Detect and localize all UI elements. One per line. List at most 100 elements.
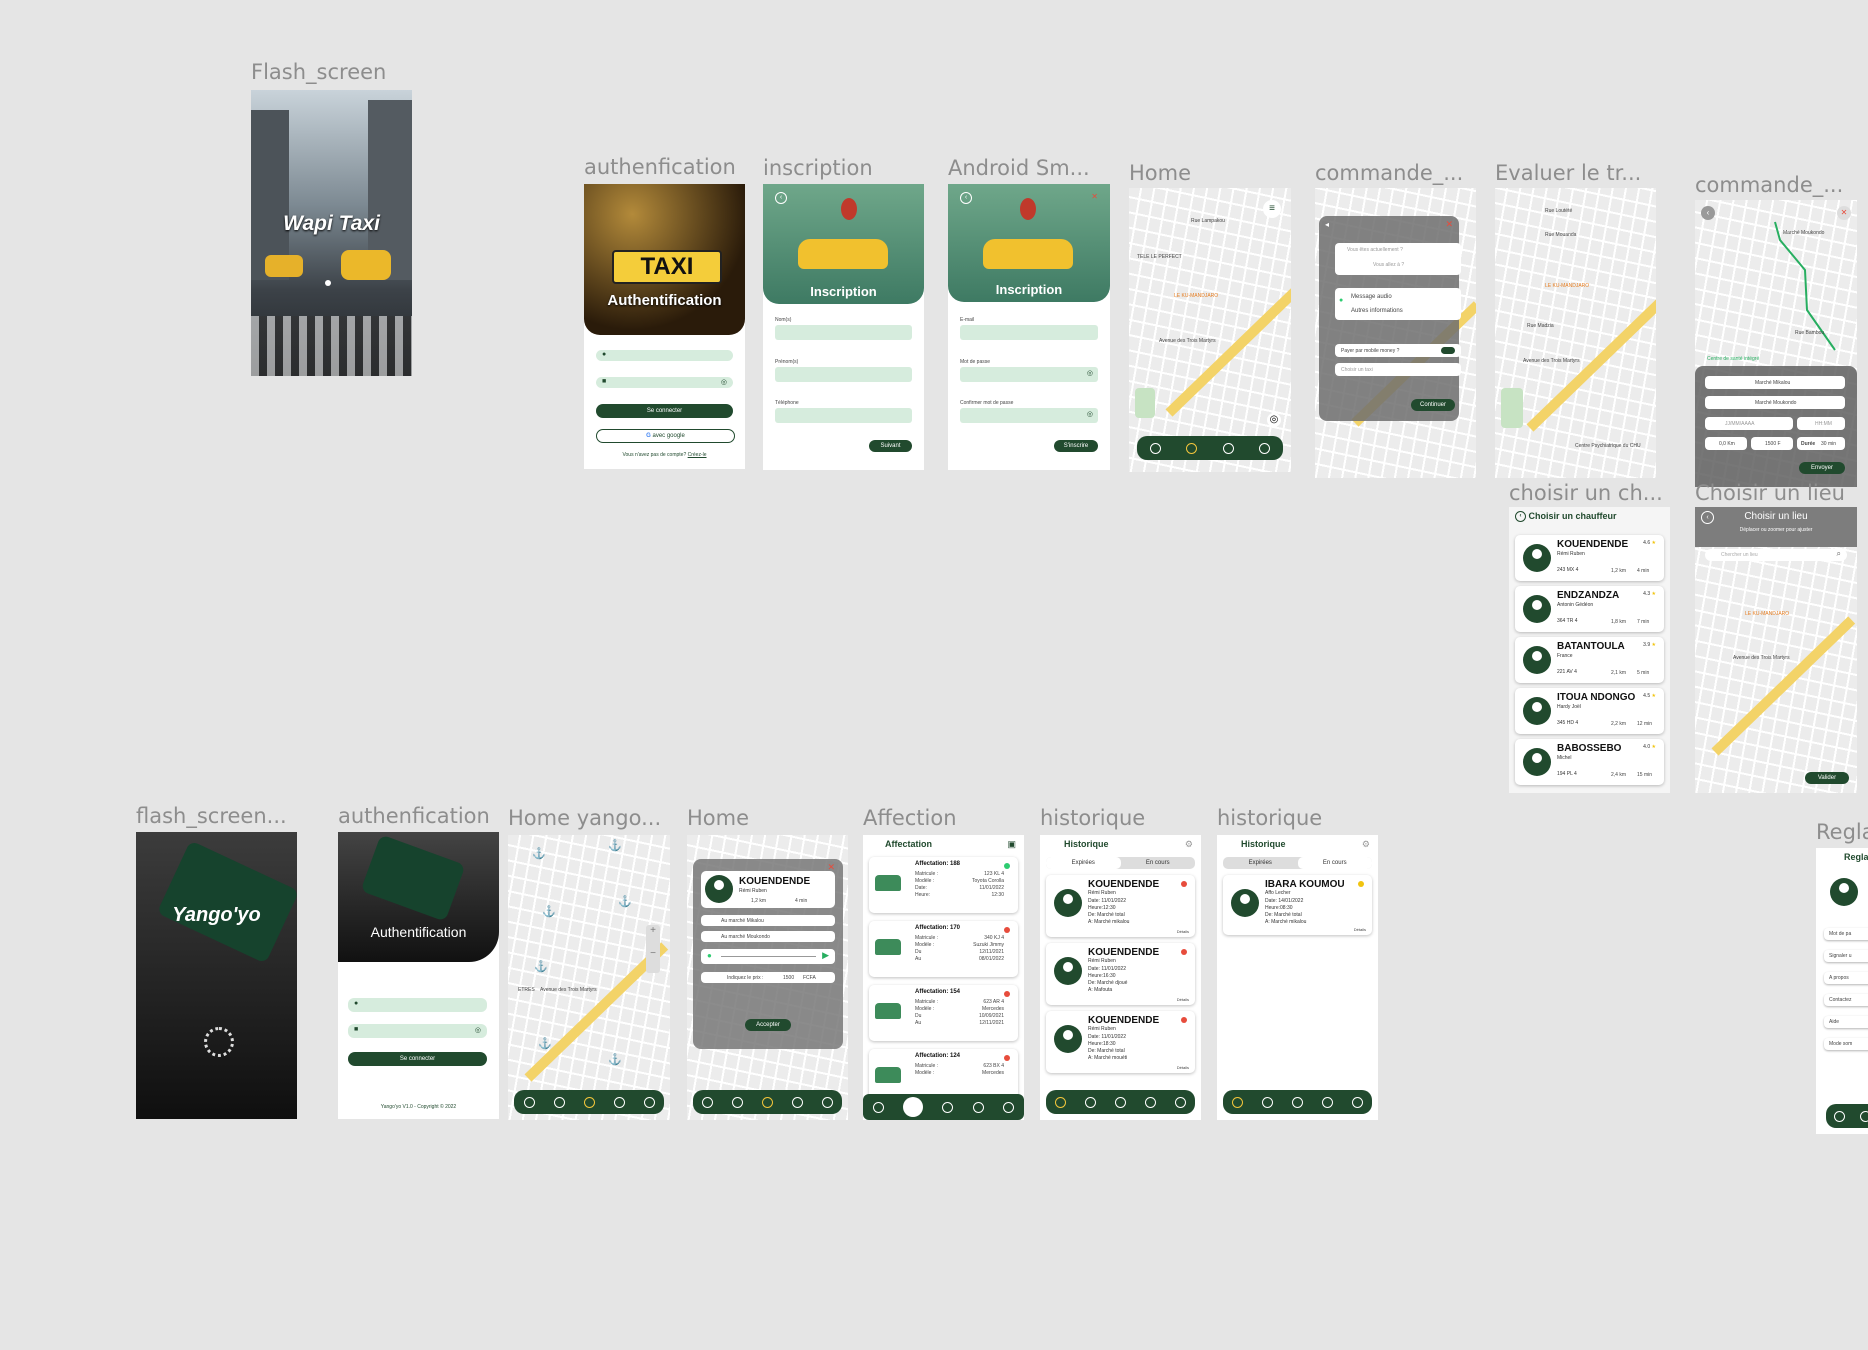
destination-field[interactable]: Vous allez à ? — [1373, 262, 1405, 268]
history-icon[interactable] — [1232, 1096, 1244, 1108]
send-button[interactable]: Envoyer — [1799, 462, 1845, 474]
zoom-control[interactable]: + − — [646, 925, 660, 973]
notification-icon[interactable] — [791, 1096, 803, 1108]
affectation-nav-icon[interactable] — [1859, 1110, 1868, 1122]
home-nav-icon[interactable] — [761, 1096, 773, 1108]
audio-player[interactable]: ● ▶ — [701, 949, 835, 964]
route-card[interactable]: Vous êtes actuellement ? Vous allez à ? — [1335, 243, 1461, 275]
audio-card[interactable]: Message audio Autres informations ● — [1335, 288, 1461, 320]
settings-icon[interactable] — [1259, 442, 1271, 454]
taxi-marker-icon[interactable] — [608, 1053, 622, 1066]
history-icon[interactable] — [1833, 1110, 1845, 1122]
history-icon[interactable] — [523, 1096, 535, 1108]
history-item[interactable]: KOUENDENDE Rémi Ruben Date: 11/01/2022 Heur… — [1046, 943, 1195, 1005]
settings-icon[interactable] — [1174, 1096, 1186, 1108]
home-nav-icon[interactable] — [942, 1101, 954, 1113]
affectation-nav-icon[interactable] — [903, 1097, 924, 1117]
settings-icon[interactable] — [1003, 1101, 1015, 1113]
affectation-item[interactable]: Affectation: 170 Matricule : Modèle : Du Au 3… — [869, 921, 1018, 977]
tab-expired[interactable]: Expirées — [1248, 860, 1272, 866]
tab-ongoing[interactable]: En cours — [1145, 860, 1170, 866]
affectation-nav-icon[interactable] — [1085, 1096, 1097, 1108]
password-input[interactable]: ■ ◎ — [596, 377, 733, 388]
home-nav-icon[interactable] — [583, 1096, 595, 1108]
locate-me-icon[interactable]: ◎ — [1267, 413, 1281, 427]
username-input[interactable]: ● — [348, 998, 487, 1012]
close-icon[interactable]: ✕ — [827, 862, 835, 872]
login-button[interactable]: Se connecter — [596, 404, 733, 418]
email-input[interactable] — [960, 325, 1098, 340]
driver-row[interactable]: ENDZANDZA Antonin Gédéon 364 TR 4 4.3 ★ 1,8 … — [1515, 586, 1664, 632]
settings-gear-icon[interactable]: ⚙ — [1184, 839, 1193, 849]
notification-icon[interactable] — [1321, 1096, 1333, 1108]
signup-button[interactable]: S'inscrire — [1054, 440, 1098, 452]
time-field[interactable]: HH:MM — [1797, 417, 1845, 430]
lastname-input[interactable] — [775, 325, 912, 340]
affectation-item[interactable]: Affectation: 188 Matricule : Modèle : Date:… — [869, 857, 1018, 913]
home-nav-icon[interactable] — [1291, 1096, 1303, 1108]
settings-item[interactable]: Aide — [1824, 1016, 1868, 1028]
microphone-icon[interactable]: ● — [1339, 297, 1344, 304]
dropoff-field[interactable]: Au marché Moukondo — [701, 931, 835, 942]
taxi-marker-icon[interactable] — [532, 847, 546, 860]
price-input[interactable]: Indiquez le prix : 1500 FCFA — [701, 972, 835, 983]
taxi-marker-icon[interactable] — [538, 1037, 552, 1050]
eye-off-icon[interactable]: ◎ — [1086, 370, 1093, 377]
validate-button[interactable]: Valider — [1805, 772, 1849, 784]
current-location-field[interactable]: Vous êtes actuellement ? — [1347, 247, 1403, 253]
back-icon[interactable]: ‹ — [1701, 206, 1715, 220]
next-button[interactable]: Suivant — [869, 440, 912, 452]
tab-expired[interactable]: Expirées — [1046, 857, 1121, 869]
affectation-nav-icon[interactable] — [732, 1096, 744, 1108]
history-icon[interactable] — [702, 1096, 714, 1108]
driver-row[interactable]: BABOSSEBO Michel 194 PL 4 4.0 ★ 2,4 km 15 min — [1515, 739, 1664, 785]
driver-row[interactable]: BATANTOULA France 221 AV 4 3.9 ★ 2,1 km 5 min — [1515, 637, 1664, 683]
settings-item[interactable]: Contactez — [1824, 994, 1868, 1006]
notification-icon[interactable] — [613, 1096, 625, 1108]
settings-item[interactable]: A propos — [1824, 972, 1868, 984]
dropoff-field[interactable]: Marché Moukondo — [1705, 396, 1845, 409]
back-icon[interactable]: ◂ — [1325, 220, 1330, 229]
google-login-button[interactable]: G avec google — [596, 429, 735, 443]
menu-icon[interactable]: ≡ — [1263, 200, 1281, 218]
close-icon[interactable]: ✕ — [1445, 219, 1453, 229]
eye-off-icon[interactable]: ◎ — [1086, 411, 1093, 418]
firstname-input[interactable] — [775, 367, 912, 382]
driver-row[interactable]: ITOUA NDONGO Hardy Joël 345 HD 4 4.5 ★ 2,2 k… — [1515, 688, 1664, 734]
eye-off-icon[interactable]: ◎ — [474, 1027, 481, 1034]
settings-gear-icon[interactable]: ⚙ — [1361, 839, 1370, 849]
choose-taxi-row[interactable]: Choisir un taxi — [1335, 363, 1461, 376]
mobile-money-toggle[interactable] — [1441, 347, 1455, 354]
history-item[interactable]: IBARA KOUMOU Affo Lecher Date: 14/01/202… — [1223, 875, 1372, 935]
zoom-out-icon[interactable]: − — [650, 948, 656, 959]
date-field[interactable]: JJ/MM/AAAA — [1705, 417, 1793, 430]
home-nav-icon[interactable] — [1186, 442, 1198, 454]
affectation-nav-icon[interactable] — [1262, 1096, 1274, 1108]
taxi-marker-icon[interactable] — [608, 839, 622, 852]
back-icon[interactable]: ‹ — [1515, 511, 1526, 523]
confirm-password-input[interactable]: ◎ — [960, 408, 1098, 423]
taxi-marker-icon[interactable] — [618, 895, 632, 908]
notification-icon[interactable] — [972, 1101, 984, 1113]
settings-item[interactable]: Mode som — [1824, 1038, 1868, 1050]
eye-off-icon[interactable]: ◎ — [720, 379, 727, 386]
back-icon[interactable]: ‹ — [1701, 511, 1714, 524]
affectation-nav-icon[interactable] — [553, 1096, 565, 1108]
login-button[interactable]: Se connecter — [348, 1052, 487, 1066]
settings-item[interactable]: Mot de pa — [1824, 928, 1868, 940]
details-link[interactable]: Détails — [1353, 927, 1366, 932]
history-item[interactable]: KOUENDENDE Rémi Ruben Date: 11/01/2022 Heur… — [1046, 1011, 1195, 1073]
close-icon[interactable]: ✕ — [1837, 206, 1851, 220]
history-icon[interactable] — [1149, 442, 1161, 454]
username-input[interactable]: ● — [596, 350, 733, 361]
details-link[interactable]: Détails — [1176, 997, 1189, 1002]
accept-button[interactable]: Accepter — [745, 1019, 791, 1031]
phone-input[interactable] — [775, 408, 912, 423]
settings-item[interactable]: Signaler u — [1824, 950, 1868, 962]
password-input[interactable]: ■ ◎ — [348, 1024, 487, 1038]
back-icon[interactable]: ‹ — [960, 192, 972, 204]
history-icon[interactable] — [872, 1101, 884, 1113]
place-search-input[interactable]: Chercher un lieu ⌕ — [1705, 549, 1847, 561]
taxi-marker-icon[interactable] — [542, 905, 556, 918]
affectation-item[interactable]: Affectation: 154 Matricule : Modèle : Du Au 6… — [869, 985, 1018, 1041]
